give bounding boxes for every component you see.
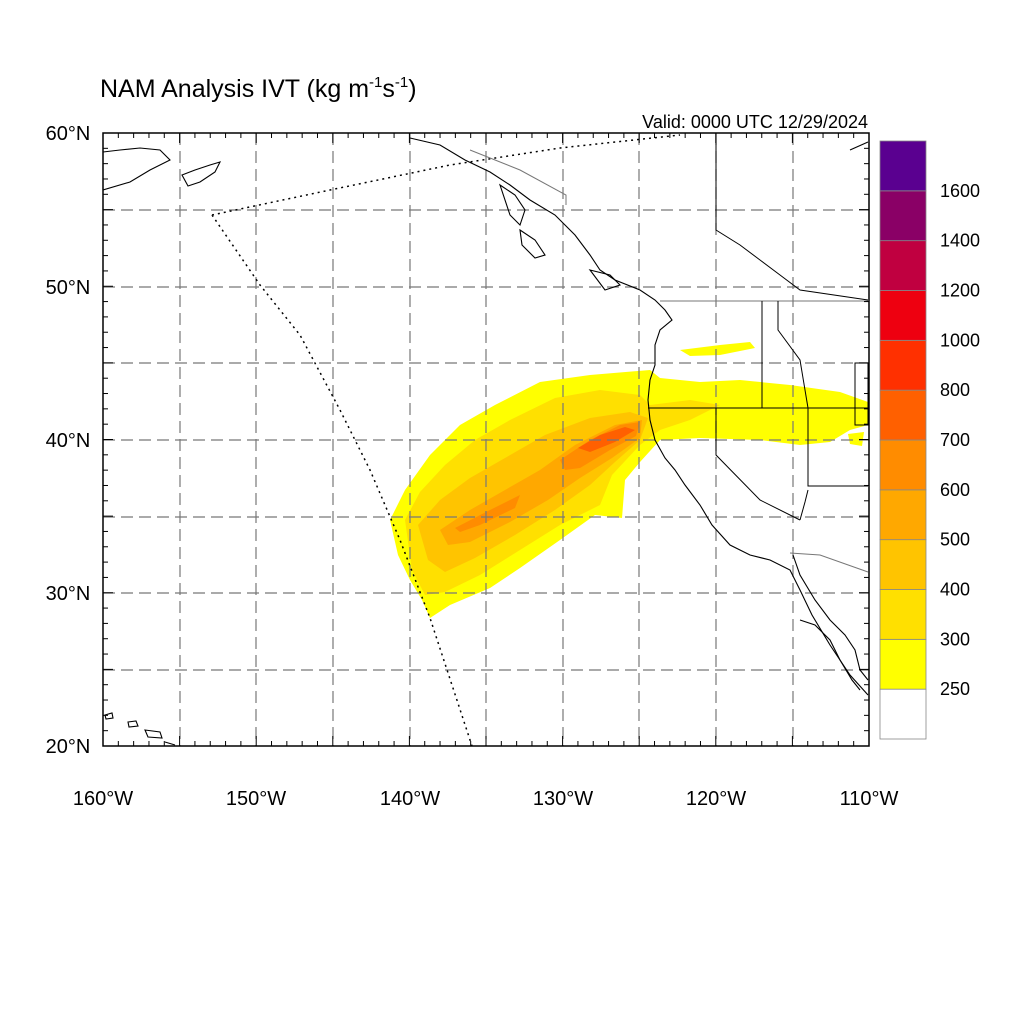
ivt-250-region-east <box>848 432 864 446</box>
political-borders <box>469 133 869 573</box>
colorbar-box <box>879 140 927 192</box>
lat-label-60n: 60°N <box>46 123 91 145</box>
colorbar-box <box>879 539 927 590</box>
lat-label-30n: 30°N <box>46 583 91 605</box>
coastline-baja <box>792 554 869 691</box>
colorbar-box <box>879 688 927 740</box>
lon-label-120w: 120°W <box>686 788 746 810</box>
colorbar-label: 400 <box>940 580 970 600</box>
longitude-labels: 160°W 150°W 140°W 130°W 120°W 110°W <box>73 788 899 810</box>
colorbar-label: 800 <box>940 380 970 400</box>
colorbar-box <box>879 589 927 640</box>
colorbar-label: 1400 <box>940 231 980 251</box>
colorbar-label: 600 <box>940 480 970 500</box>
ivt-700-region <box>578 427 635 452</box>
colorbar-label: 1200 <box>940 281 980 301</box>
valid-time: Valid: 0000 UTC 12/29/2024 <box>642 112 868 132</box>
lat-lon-grid <box>103 133 869 746</box>
lon-label-130w: 130°W <box>533 788 593 810</box>
colorbar-box <box>879 240 927 291</box>
colorbar-label: 500 <box>940 530 970 550</box>
colorbar-label: 1000 <box>940 330 980 350</box>
coastline-islands <box>498 141 869 291</box>
lon-label-140w: 140°W <box>380 788 440 810</box>
coastline-hawaii <box>104 712 176 746</box>
lon-label-110w: 110°W <box>840 788 899 810</box>
ivt-colorbar: 250 300 400 500 600 700 800 1000 1200 1400 1600 <box>879 140 980 740</box>
colorbar-label: 1600 <box>940 181 980 201</box>
lat-label-20n: 20°N <box>46 736 91 758</box>
lon-label-160w: 160°W <box>73 788 133 810</box>
coastline-kodiak <box>181 161 222 187</box>
lon-label-150w: 150°W <box>226 788 286 810</box>
colorbar-box <box>879 190 927 242</box>
colorbar-label: 300 <box>940 629 970 649</box>
colorbar-box <box>879 290 927 341</box>
map-plot-area <box>102 132 870 747</box>
ivt-250-region-north <box>680 342 755 356</box>
map-title: NAM Analysis IVT (kg m-1s-1) <box>100 74 417 103</box>
latitude-labels: 60°N 50°N 40°N 30°N 20°N <box>46 123 91 758</box>
axis-ticks <box>102 132 870 747</box>
coastline-alaska-bc <box>409 137 869 696</box>
colorbar-label: 250 <box>940 679 970 699</box>
colorbar-box <box>879 389 927 441</box>
coastline-alaska-north <box>103 147 171 191</box>
colorbar-box <box>879 339 927 391</box>
colorbar-label: 700 <box>940 430 970 450</box>
ivt-shading <box>390 342 868 618</box>
colorbar-box <box>879 489 927 541</box>
colorbar-box <box>879 638 927 690</box>
colorbar-box <box>879 439 927 491</box>
lat-label-40n: 40°N <box>46 430 91 452</box>
lat-label-50n: 50°N <box>46 277 91 299</box>
